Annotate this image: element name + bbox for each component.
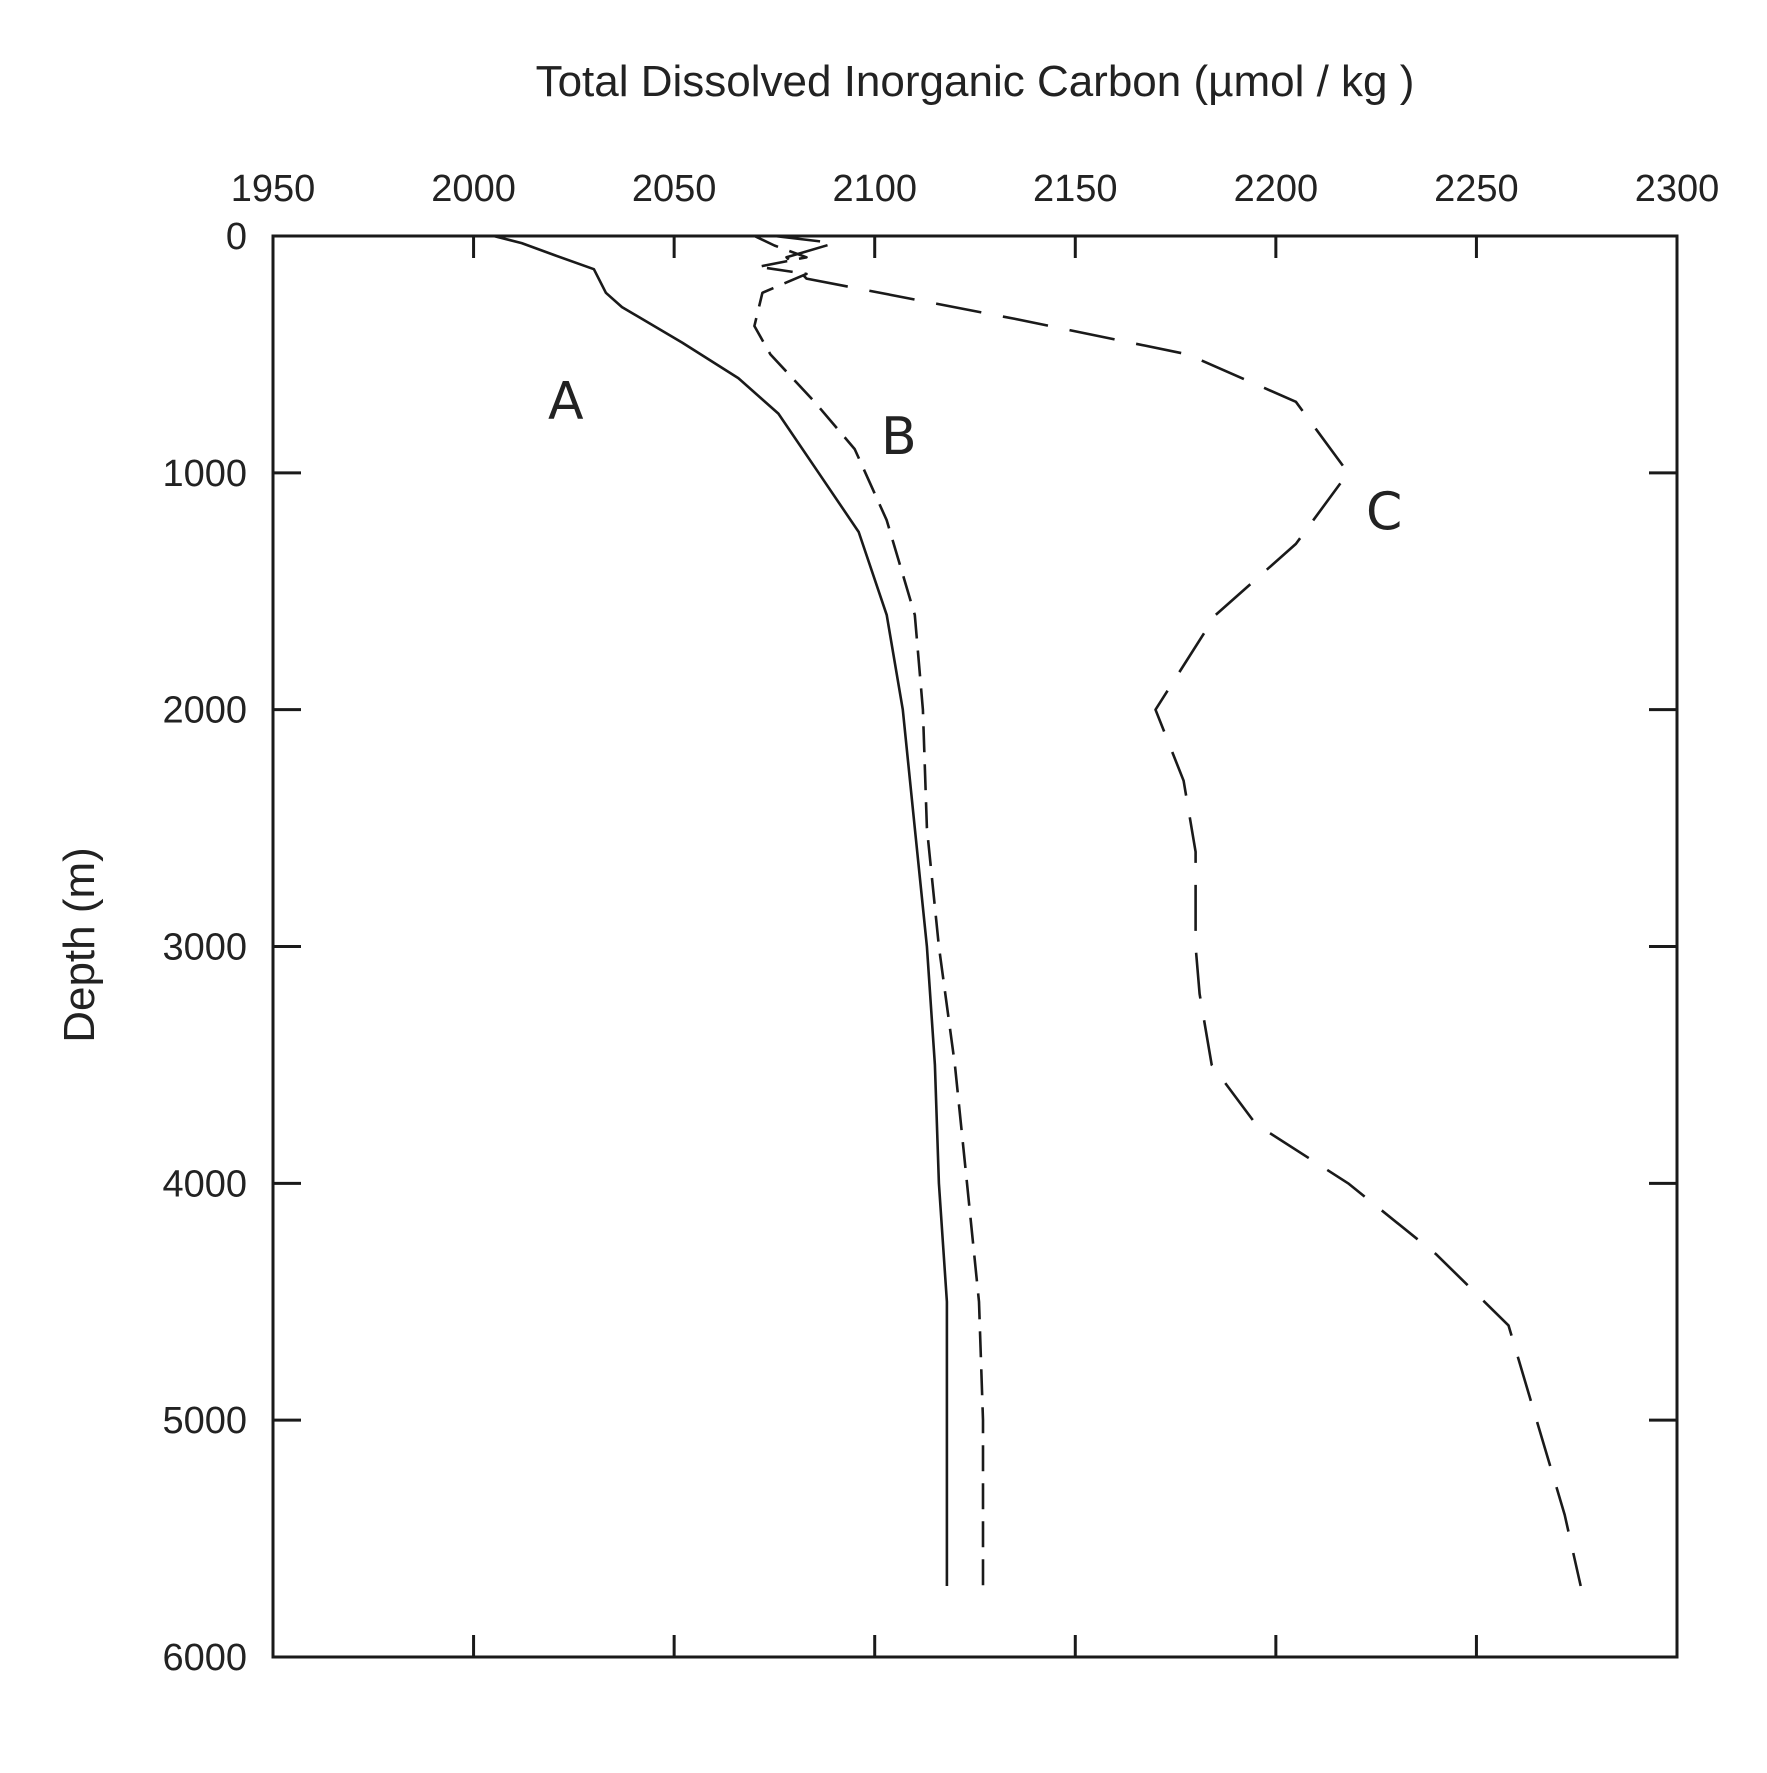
series-a-line: [493, 234, 949, 1586]
x-tick-label: 1950: [231, 168, 316, 210]
y-tick-label: 2000: [162, 690, 247, 732]
x-tick-label: 2050: [632, 168, 717, 210]
y-axis-label: Depth (m): [55, 847, 104, 1043]
x-tick-label: 2250: [1434, 168, 1519, 210]
series-c-label: C: [1366, 483, 1402, 543]
y-axis: 0 1000 2000 3000 4000 5000 6000: [162, 216, 1677, 1679]
y-tick-label: 1000: [162, 453, 247, 495]
chart-title: Total Dissolved Inorganic Carbon (µmol /…: [536, 57, 1415, 106]
series-a-label: A: [548, 371, 584, 431]
y-tick-label: 0: [226, 216, 247, 258]
series-c-line: [774, 234, 1582, 1587]
y-tick-label: 3000: [162, 927, 247, 969]
x-tick-label: 2200: [1234, 168, 1319, 210]
x-axis: 1950 2000 2050 2100 2150 2200 2250 2300: [231, 168, 1720, 1657]
y-tick-label: 5000: [162, 1400, 247, 1442]
x-tick-label: 2100: [832, 168, 917, 210]
series-b-label: B: [881, 407, 917, 467]
y-tick-label: 4000: [162, 1163, 247, 1205]
x-tick-label: 2150: [1033, 168, 1118, 210]
curve-labels: A B C: [548, 371, 1402, 542]
series-b-line: [753, 234, 985, 1586]
x-tick-label: 2300: [1635, 168, 1720, 210]
series-layer: [493, 234, 1582, 1587]
y-tick-label: 6000: [162, 1637, 247, 1679]
plot-frame: [271, 234, 1679, 1659]
x-tick-label: 2000: [431, 168, 516, 210]
